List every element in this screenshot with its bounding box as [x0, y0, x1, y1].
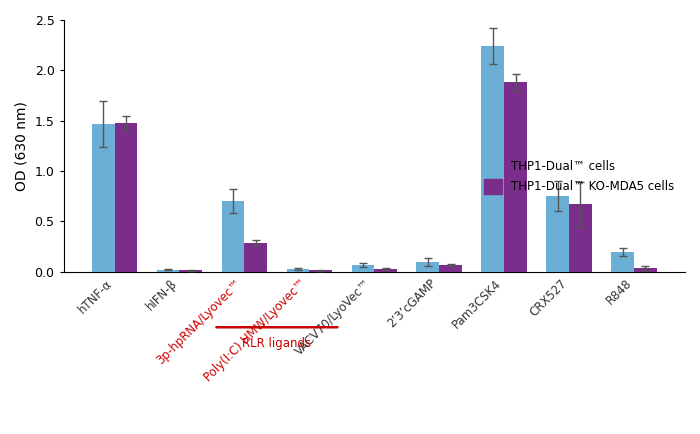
Text: RLR ligands: RLR ligands: [242, 337, 312, 350]
Bar: [244, 243, 267, 272]
Bar: [634, 268, 657, 272]
Bar: [482, 46, 504, 272]
Bar: [351, 265, 374, 272]
Bar: [569, 204, 591, 272]
Bar: [504, 82, 527, 272]
Bar: [286, 269, 309, 272]
Bar: [179, 270, 202, 272]
Bar: [416, 262, 439, 272]
Bar: [547, 196, 569, 272]
Bar: [439, 265, 462, 272]
Y-axis label: OD (630 nm): OD (630 nm): [15, 101, 29, 191]
Legend: THP1-Dual™ cells, THP1-Dual™ KO-MDA5 cells: THP1-Dual™ cells, THP1-Dual™ KO-MDA5 cel…: [480, 154, 679, 198]
Bar: [92, 124, 115, 272]
Bar: [309, 270, 332, 272]
Bar: [374, 270, 397, 272]
Bar: [115, 123, 137, 272]
Bar: [611, 252, 634, 272]
Bar: [157, 270, 179, 272]
Bar: [222, 201, 244, 272]
